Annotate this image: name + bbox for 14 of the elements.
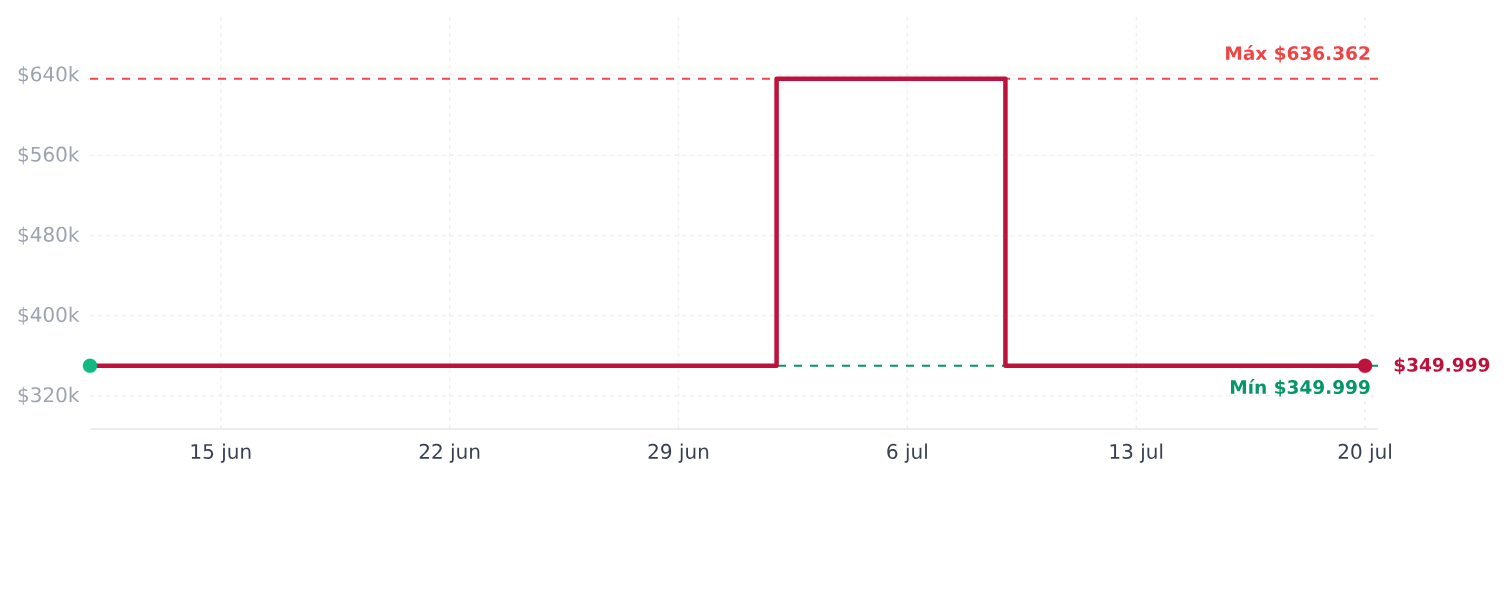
y-tick-label: $640k bbox=[18, 66, 80, 85]
x-tick-label: 22 jun bbox=[419, 443, 480, 463]
y-tick-label: $560k bbox=[18, 146, 80, 165]
y-tick-label: $480k bbox=[18, 226, 80, 245]
y-tick-label: $320k bbox=[18, 386, 80, 405]
x-tick-label: 15 jun bbox=[191, 443, 251, 463]
x-tick-label: 13 jul bbox=[1110, 443, 1163, 463]
x-tick-label: 20 jul bbox=[1338, 443, 1391, 463]
x-tick-label: 6 jul bbox=[887, 443, 927, 463]
ref-line-label: Máx $636.362 bbox=[1226, 45, 1370, 63]
x-tick-label: 29 jun bbox=[648, 443, 709, 463]
annotation: $349.999 bbox=[1394, 357, 1490, 375]
ref-line-label: Mín $349.999 bbox=[1231, 379, 1370, 397]
y-tick-label: $400k bbox=[18, 306, 80, 325]
